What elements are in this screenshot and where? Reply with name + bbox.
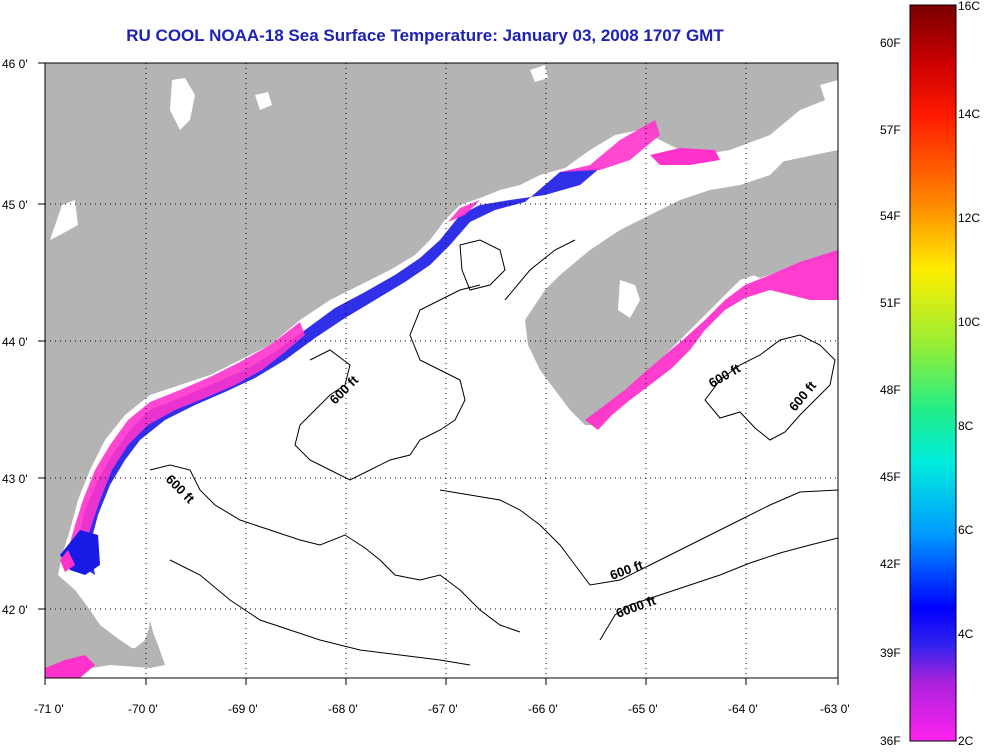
map-title: RU COOL NOAA-18 Sea Surface Temperature:… (126, 26, 724, 45)
contour-600ft-georges (439, 489, 838, 586)
map-frame (44, 62, 839, 679)
lon-label: -63 0' (820, 702, 850, 716)
lon-label: -65 0' (628, 702, 658, 716)
sst-south-coast (45, 655, 95, 678)
lon-label: -64 0' (728, 702, 758, 716)
lon-label: -66 0' (528, 702, 558, 716)
land-cape-cod (85, 620, 160, 666)
contour-600ft-gulf (149, 464, 521, 633)
bay-of-fundy (520, 150, 790, 300)
frame-ticks (38, 62, 839, 685)
lat-label: 44 0' (2, 335, 28, 349)
lon-label: -67 0' (428, 702, 458, 716)
contour-600ft-inner (294, 284, 481, 481)
lat-label: 46 0' (2, 57, 28, 71)
lon-label: -69 0' (228, 702, 258, 716)
lat-label: 43 0' (2, 472, 28, 486)
lat-label: 45 0' (2, 198, 28, 212)
contour-6000ft (599, 537, 838, 641)
graticule (45, 63, 838, 678)
sst-nova-scotia (585, 250, 838, 430)
lat-label: 42 0' (2, 603, 28, 617)
land-mainland (45, 63, 838, 678)
land-nova-scotia (525, 150, 838, 425)
lon-label: -68 0' (328, 702, 358, 716)
contour-600ft-scotian (704, 334, 836, 441)
lon-label: -71 0' (34, 702, 64, 716)
land-cape-breton (740, 225, 838, 278)
sst-coastal-magenta (68, 120, 660, 560)
lon-label: -70 0' (128, 702, 158, 716)
